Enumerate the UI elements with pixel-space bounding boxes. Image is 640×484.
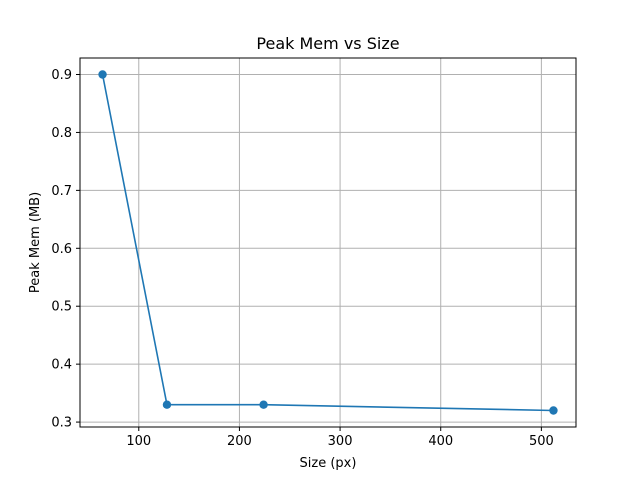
data-point xyxy=(259,400,268,409)
y-tick-label: 0.8 xyxy=(51,126,72,141)
x-tick-label: 400 xyxy=(428,434,453,449)
y-tick-label: 0.3 xyxy=(51,416,72,431)
series-line xyxy=(101,74,554,412)
y-tick-label: 0.5 xyxy=(51,300,72,315)
x-tick-label: 500 xyxy=(529,434,554,449)
y-tick-label: 0.4 xyxy=(51,358,72,373)
x-axis-label: Size (px) xyxy=(300,456,357,471)
data-point xyxy=(549,406,558,415)
chart-title: Peak Mem vs Size xyxy=(256,34,399,53)
x-tick-label: 200 xyxy=(227,434,252,449)
series-layer xyxy=(98,70,558,415)
y-tick-label: 0.9 xyxy=(51,68,72,83)
data-point xyxy=(98,70,107,79)
x-tick-label: 100 xyxy=(126,434,151,449)
y-tick-label: 0.6 xyxy=(51,242,72,257)
ticks: 100 200 300 400 500 0.3 0.4 0.5 0.6 0.7 0.8 0.9 xyxy=(51,68,553,449)
y-axis-label: Peak Mem (MB) xyxy=(28,192,43,293)
data-point xyxy=(162,400,172,409)
grid xyxy=(80,58,576,427)
y-tick-label: 0.7 xyxy=(51,184,72,199)
plot-frame xyxy=(79,57,577,428)
x-tick-label: 300 xyxy=(328,434,353,449)
